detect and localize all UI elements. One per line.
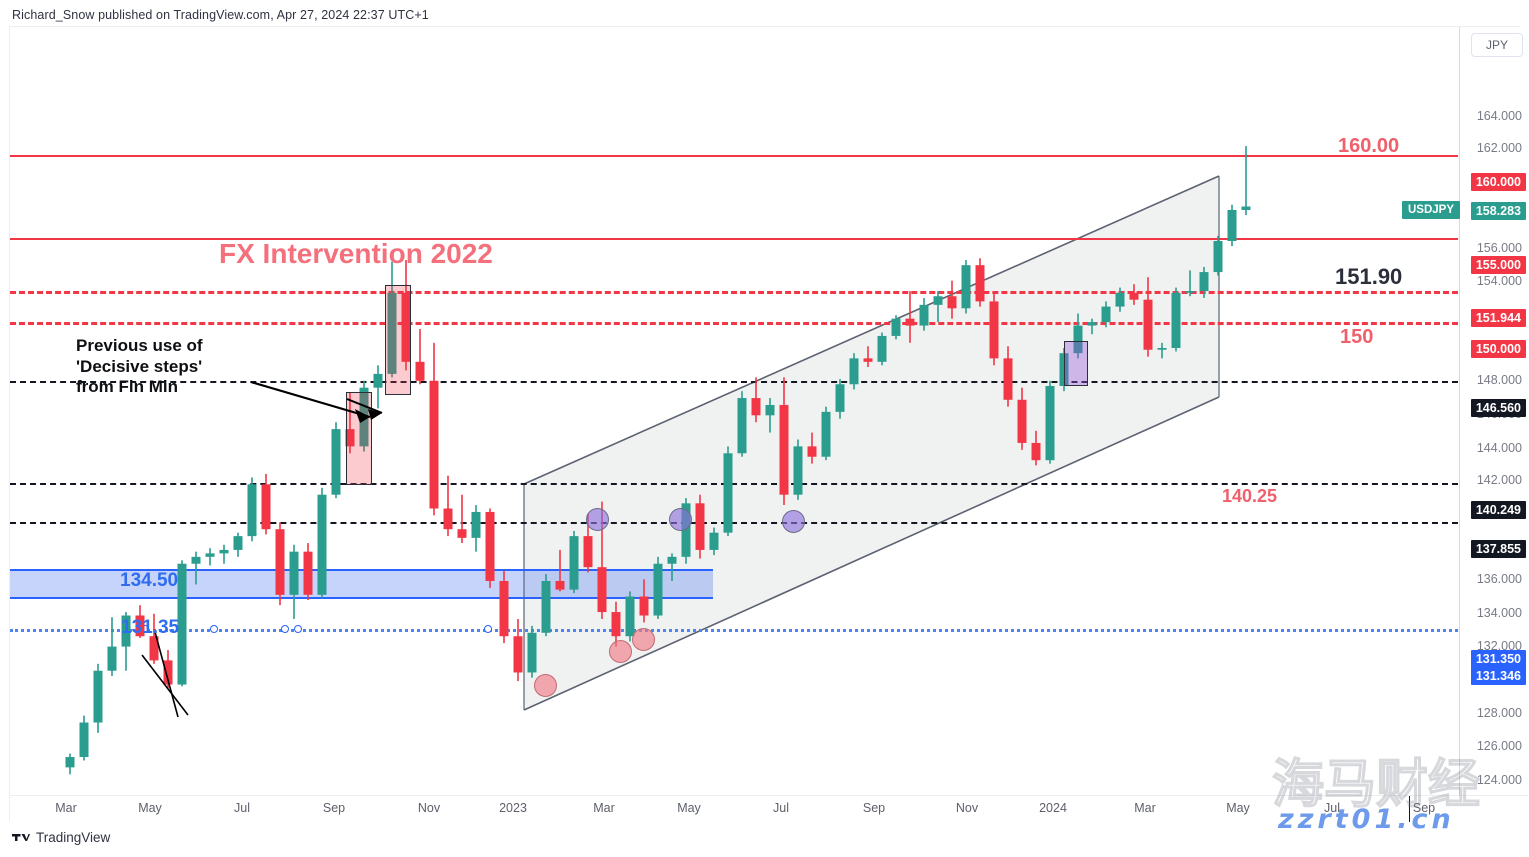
pivot-marker (484, 625, 492, 633)
touch-marker-137855[interactable] (782, 510, 805, 533)
publisher-attribution: Richard_Snow published on TradingView.co… (12, 8, 429, 22)
label-150: 150 (1340, 326, 1374, 348)
label-14025: 140.25 (1222, 486, 1278, 506)
price-tick: 164.000 (1476, 109, 1522, 123)
zone-box-jan2024[interactable] (1064, 341, 1088, 386)
time-tick: 2024 (1039, 801, 1067, 815)
price-tick: 124.000 (1476, 773, 1522, 787)
symbol-ticker: USDJPY (1407, 204, 1454, 216)
price-badge[interactable]: 131.350 (1470, 650, 1526, 668)
price-badge[interactable]: 140.249 (1470, 501, 1526, 519)
price-axis[interactable]: JPY 164.000 162.000 156.000 154.000 148.000 1… (1459, 27, 1528, 820)
level-line-151944[interactable] (10, 291, 1458, 294)
time-tick: Sep (1412, 801, 1436, 815)
channel-low-marker[interactable] (632, 628, 655, 651)
price-badge[interactable]: 160.000 (1470, 173, 1526, 191)
price-tick: 136.000 (1476, 572, 1522, 586)
time-tick: Jul (773, 801, 789, 815)
channel-low-marker[interactable] (534, 674, 557, 697)
time-axis[interactable]: Mar May Jul Sep Nov 2023 Mar May Jul Sep Nov 2024 Ma… (10, 795, 1528, 822)
price-tick: 162.000 (1476, 141, 1522, 155)
tradingview-brand[interactable]: TradingView (12, 830, 110, 845)
level-line-160[interactable] (10, 155, 1458, 157)
candlestick-series (65, 146, 1251, 775)
decisive-steps-note: Previous use of 'Decisive steps' from Fi… (76, 336, 203, 397)
time-tick: 2023 (499, 801, 527, 815)
level-line-13135[interactable] (10, 629, 1458, 632)
price-tick: 156.000 (1476, 241, 1522, 255)
price-badge[interactable]: 150.000 (1470, 340, 1526, 358)
chart-plot-area[interactable] (10, 27, 1458, 795)
pivot-marker (281, 625, 289, 633)
label-160: 160.00 (1338, 135, 1400, 157)
level-line-150[interactable] (10, 322, 1458, 325)
time-tick: Mar (593, 801, 615, 815)
intervention-box-sep2022[interactable] (346, 392, 372, 485)
price-tick: 134.000 (1476, 606, 1522, 620)
pivot-marker (210, 625, 218, 633)
pivot-marker (294, 625, 302, 633)
channel-low-marker[interactable] (609, 640, 632, 663)
price-badge[interactable]: 131.346 (1470, 667, 1526, 685)
time-tick: Jul (234, 801, 250, 815)
level-line-137855[interactable] (10, 522, 1458, 524)
price-tick: 144.000 (1476, 441, 1522, 455)
currency-chip[interactable]: JPY (1471, 33, 1523, 57)
price-tick: 148.000 (1476, 373, 1522, 387)
intervention-box-oct2022[interactable] (385, 285, 411, 395)
time-tick: Nov (955, 801, 979, 815)
level-line-140249[interactable] (10, 483, 1458, 485)
price-badge[interactable]: 146.560 (1470, 399, 1526, 417)
price-tick: 132.000 (1476, 639, 1522, 653)
time-tick: Jul (1324, 801, 1340, 815)
price-badge[interactable]: 155.000 (1470, 256, 1526, 274)
label-15190: 151.90 (1335, 264, 1403, 289)
level-line-155[interactable] (10, 238, 1458, 240)
time-tick: Nov (417, 801, 441, 815)
time-tick: May (1226, 801, 1250, 815)
time-tick: Mar (55, 801, 77, 815)
price-tick: 154.000 (1476, 274, 1522, 288)
time-tick: May (138, 801, 162, 815)
price-tick: 142.000 (1476, 473, 1522, 487)
time-tick: Sep (862, 801, 886, 815)
tradingview-brand-label: TradingView (36, 830, 111, 845)
label-13135: 131.35 (121, 617, 180, 638)
label-13450: 134.50 (120, 570, 179, 591)
level-line-146560[interactable] (10, 381, 1458, 383)
crosshair-time-marker (1409, 796, 1410, 822)
price-badge[interactable]: 137.855 (1470, 540, 1526, 558)
time-tick: Sep (322, 801, 346, 815)
touch-marker-137855[interactable] (669, 508, 692, 531)
chart-title-annotation: FX Intervention 2022 (219, 238, 493, 269)
support-zone-13450[interactable] (10, 569, 713, 599)
tradingview-logo-icon (12, 834, 30, 841)
touch-marker-137855[interactable] (586, 508, 609, 531)
price-tick: 126.000 (1476, 739, 1522, 753)
price-tick: 128.000 (1476, 706, 1522, 720)
symbol-price-badge[interactable]: USDJPY (1401, 201, 1460, 219)
price-badge[interactable]: 158.283 (1470, 202, 1526, 220)
time-tick: May (677, 801, 701, 815)
price-badge[interactable]: 151.944 (1470, 309, 1526, 327)
channel-overlay (523, 175, 1220, 711)
time-tick: Mar (1134, 801, 1156, 815)
